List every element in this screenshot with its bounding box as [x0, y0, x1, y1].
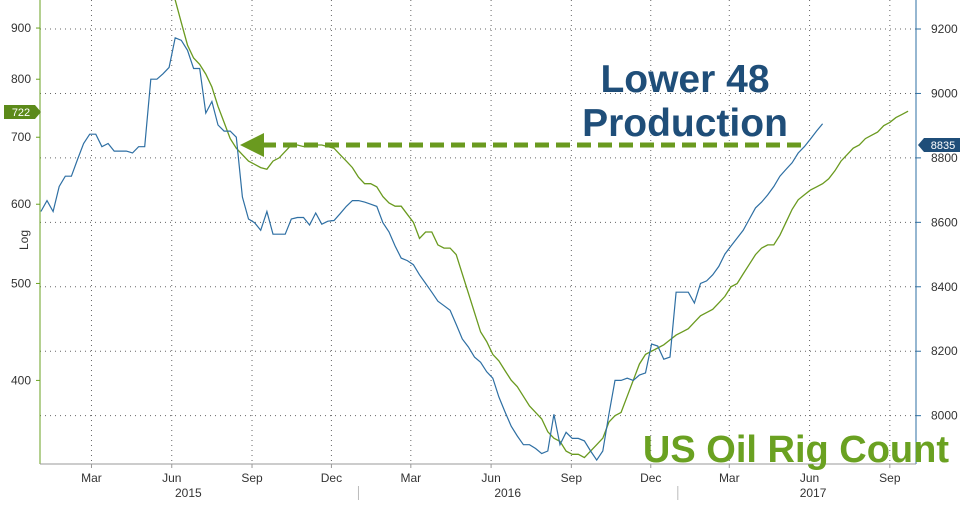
left-tick-label: 600: [11, 197, 31, 211]
x-tick-label: Jun: [800, 471, 819, 485]
right-tick-label: 8000: [931, 409, 958, 423]
left-axis-ticks: 400 500 600 700 800 900: [11, 21, 40, 387]
x-tick-label: Mar: [400, 471, 421, 485]
left-tick-label: 400: [11, 373, 31, 387]
x-tick-label: Jun: [481, 471, 500, 485]
production-annotation-line1: Lower 48: [600, 58, 769, 101]
right-tick-label: 8600: [931, 215, 958, 229]
right-badge-shape: [918, 138, 960, 152]
production-annotation-line2: Production: [582, 102, 788, 145]
left-badge-value: 722: [12, 107, 30, 119]
rig-count-series-line: [40, 36, 824, 462]
left-tick-label: 500: [11, 276, 31, 290]
right-tick-label: 8400: [931, 280, 958, 294]
left-last-value-badge: 722: [4, 105, 41, 119]
right-tick-label: 9000: [931, 86, 958, 100]
arrow-head: [240, 133, 264, 157]
year-label: 2016: [494, 486, 521, 500]
production-arrow: [240, 133, 805, 157]
left-tick-label: 700: [11, 130, 31, 144]
production-series-line: [174, 0, 909, 459]
x-tick-label: Jun: [162, 471, 181, 485]
x-tick-label: Dec: [640, 471, 661, 485]
x-axis-ticks: Mar Jun Sep Dec Mar Jun Sep Dec Mar Jun Sep 2015 201…: [81, 464, 901, 500]
x-tick-label: Dec: [321, 471, 342, 485]
x-tick-label: Mar: [719, 471, 740, 485]
left-tick-label: 900: [11, 21, 31, 35]
gridlines: [40, 0, 916, 464]
right-tick-label: 8800: [931, 151, 958, 165]
right-tick-label: 8200: [931, 344, 958, 358]
right-tick-label: 9200: [931, 22, 958, 36]
x-tick-label: Sep: [241, 471, 263, 485]
x-tick-label: Sep: [879, 471, 901, 485]
year-label: 2017: [800, 486, 827, 500]
right-badge-value: 8835: [931, 140, 955, 152]
left-tick-label: 800: [11, 72, 31, 86]
year-label: 2015: [175, 486, 202, 500]
left-axis-label: Log: [17, 230, 31, 250]
rig-count-annotation: US Oil Rig Count: [643, 429, 949, 471]
x-tick-label: Mar: [81, 471, 102, 485]
right-last-value-badge: 8835: [918, 138, 960, 152]
left-badge-shape: [4, 105, 41, 119]
right-axis-ticks: 8000 8200 8400 8600 8800 9000 9200: [916, 22, 958, 423]
x-tick-label: Sep: [561, 471, 583, 485]
